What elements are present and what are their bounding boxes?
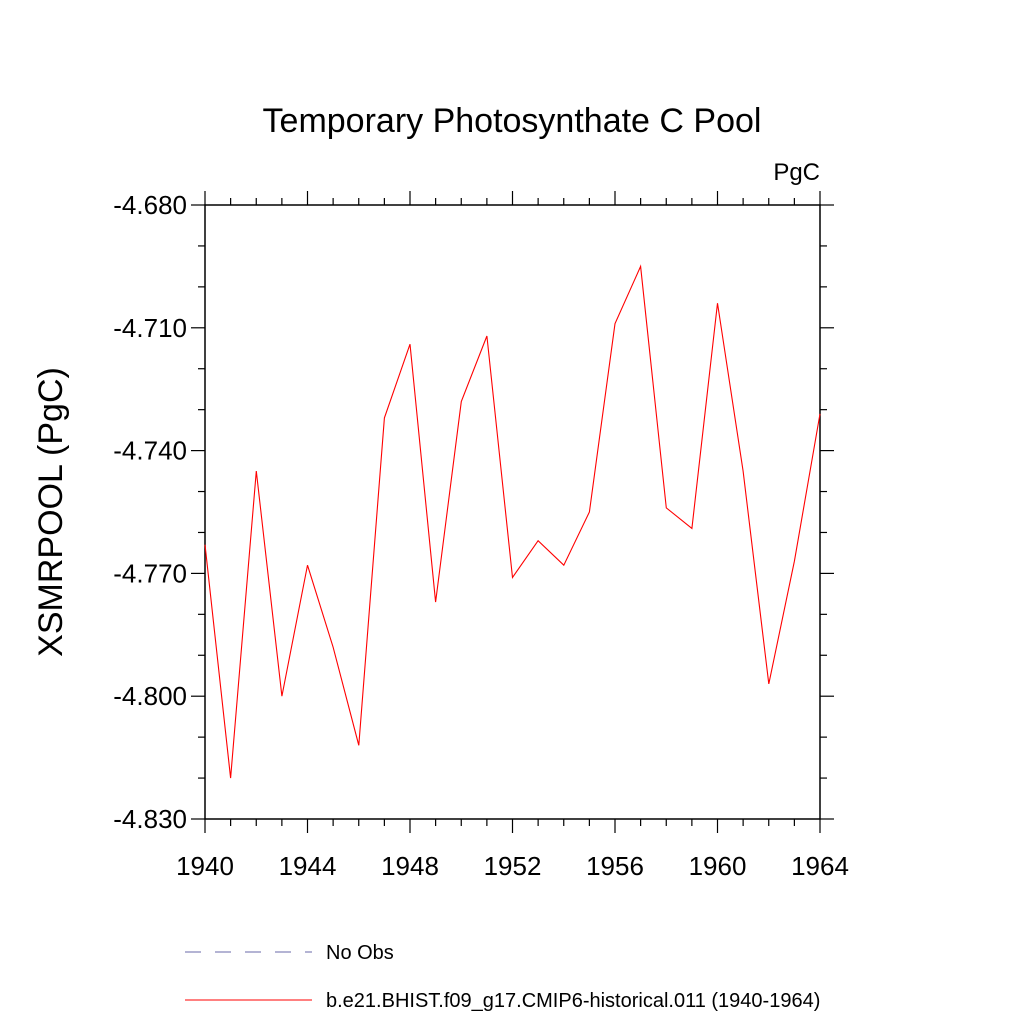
y-tick-labels: -4.680 -4.710 -4.740 -4.770 -4.800 -4.830	[113, 190, 187, 834]
x-tick-label: 1952	[484, 851, 542, 881]
legend: No Obs b.e21.BHIST.f09_g17.CMIP6-historic…	[185, 942, 820, 1012]
x-tick-label: 1948	[381, 851, 439, 881]
legend-label: b.e21.BHIST.f09_g17.CMIP6-historical.011…	[326, 990, 820, 1012]
y-tick-label: -4.680	[113, 190, 187, 220]
units-label: PgC	[773, 159, 820, 186]
x-tick-label: 1964	[791, 851, 849, 881]
x-tick-label: 1960	[689, 851, 747, 881]
legend-label: No Obs	[326, 942, 394, 964]
plot-frame	[204, 204, 821, 820]
y-tick-label: -4.770	[113, 558, 187, 588]
y-tick-label: -4.800	[113, 681, 187, 711]
x-tick-labels: 1940 1944 1948 1952 1956 1960 1964	[176, 851, 849, 881]
chart-title: Temporary Photosynthate C Pool	[263, 102, 762, 140]
x-tick-label: 1944	[279, 851, 337, 881]
x-tick-label: 1940	[176, 851, 234, 881]
y-axis-label: XSMRPOOL (PgC)	[32, 367, 70, 657]
series-line	[204, 264, 821, 779]
y-tick-label: -4.710	[113, 313, 187, 343]
y-tick-label: -4.830	[113, 804, 187, 834]
series-group	[204, 264, 821, 779]
axis-ticks	[191, 191, 834, 833]
y-tick-label: -4.740	[113, 436, 187, 466]
x-tick-label: 1956	[586, 851, 644, 881]
